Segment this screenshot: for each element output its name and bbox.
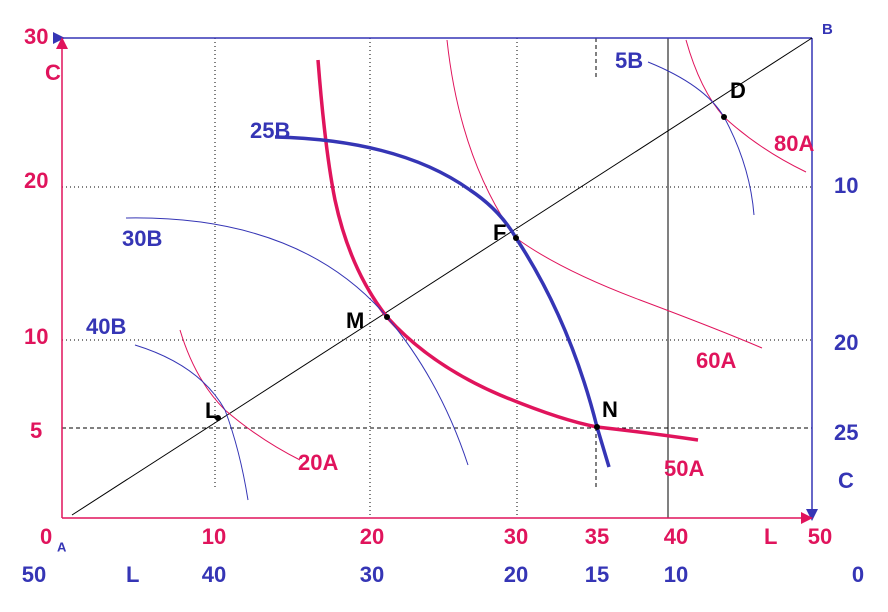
tick-label: 20 <box>504 562 528 587</box>
tick-label: 15 <box>585 562 609 587</box>
point-dots <box>215 114 727 430</box>
tick-label: 0 <box>852 562 864 587</box>
isoquant-b <box>125 217 469 466</box>
origin-label: 0 <box>40 524 52 549</box>
isoquant-label: 20A <box>298 450 338 475</box>
isoquant-a <box>179 329 301 461</box>
axis-label: C <box>45 60 61 85</box>
point-label: D <box>730 78 746 103</box>
tick-label: 30 <box>360 562 384 587</box>
axis-label: C <box>838 468 854 493</box>
isoquant-label: 30B <box>122 226 162 251</box>
tick-label: 10 <box>24 324 48 349</box>
tick-label: 50 <box>22 562 46 587</box>
tick-label: 10 <box>664 562 688 587</box>
tick-label: 20 <box>360 524 384 549</box>
isoquant-a <box>446 39 763 349</box>
point-label: L <box>205 398 218 423</box>
point-label: N <box>602 397 618 422</box>
grid-lines <box>62 38 812 518</box>
isoquant-b <box>274 135 611 468</box>
tick-label: 35 <box>585 524 609 549</box>
tick-label: 10 <box>202 524 226 549</box>
tick-label: 30 <box>504 524 528 549</box>
isoquant-b <box>134 344 249 501</box>
isoquant-a <box>316 59 699 442</box>
tick-label: 20 <box>24 168 48 193</box>
contract-curve <box>71 37 813 516</box>
corner-label: B <box>822 21 833 38</box>
isoquant-label: 60A <box>696 348 736 373</box>
tick-label: 25 <box>834 420 858 445</box>
tick-label: 50 <box>808 524 832 549</box>
isoquant-label: 50A <box>664 456 704 481</box>
isoquant-label: 40B <box>86 314 126 339</box>
tick-label: 40 <box>664 524 688 549</box>
tick-label: 30 <box>24 24 48 49</box>
point-label: F <box>493 220 506 245</box>
axis-label: L <box>126 562 139 587</box>
isoquant-label: 80A <box>774 131 814 156</box>
origin-label: A <box>57 539 67 554</box>
tick-label: 20 <box>834 330 858 355</box>
axes <box>53 32 818 524</box>
tick-label: 5 <box>30 418 42 443</box>
axis-label: L <box>764 524 777 549</box>
tick-label: 40 <box>202 562 226 587</box>
tick-label: 10 <box>834 173 858 198</box>
isoquant-label: 25B <box>250 118 290 143</box>
isoquant-label: 5B <box>615 48 643 73</box>
point-label: M <box>346 308 364 333</box>
